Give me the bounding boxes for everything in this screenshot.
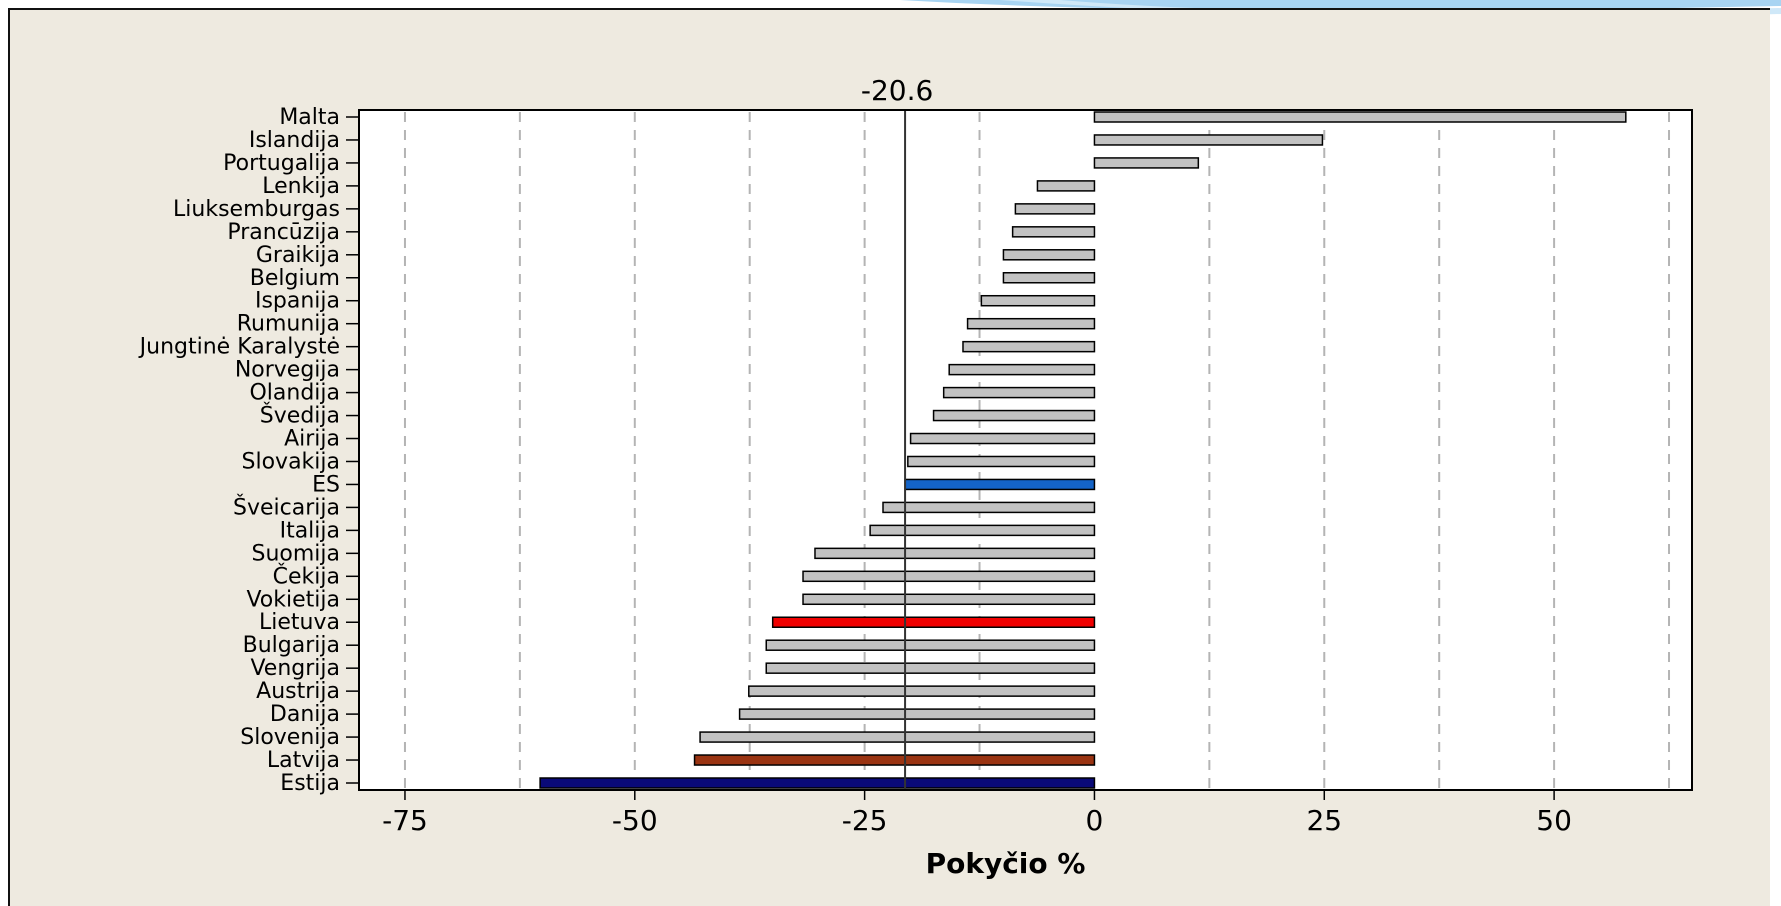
chart-panel: Malta Islandija Portugalija Lenkija Liuksemb… — [8, 8, 1770, 906]
x-tick-label: 50 — [1536, 804, 1572, 837]
category-label: Jungtinė Karalystė — [138, 335, 340, 360]
bar — [765, 662, 1096, 674]
bar — [814, 547, 1096, 560]
bar — [765, 639, 1096, 651]
bar — [1014, 203, 1096, 215]
x-tick-label: 0 — [1086, 804, 1104, 837]
category-label: Čekija — [273, 563, 340, 589]
category-label: Slovakija — [242, 449, 340, 474]
category-label: Portugalija — [223, 151, 340, 176]
x-axis-label: Pokyčio % — [926, 847, 1086, 880]
bar — [802, 593, 1096, 606]
plot-area — [359, 110, 1692, 790]
bar — [904, 478, 1096, 491]
category-label: Slovenija — [240, 725, 340, 750]
bar — [1093, 134, 1324, 146]
bar — [1002, 249, 1096, 261]
category-label: Ispanija — [255, 289, 340, 314]
reference-line-label: -20.6 — [861, 74, 933, 107]
bar — [932, 409, 1096, 422]
category-label: Šveicarija — [233, 494, 340, 520]
bar-chart: MaltaIslandijaPortugalijaLenkijaLiuksemb… — [138, 74, 1693, 880]
x-tick-label: 25 — [1306, 804, 1342, 837]
bar — [1036, 180, 1096, 192]
category-label: Malta — [279, 105, 340, 130]
bar — [948, 363, 1096, 376]
category-label: Švedija — [260, 403, 340, 429]
category-label: Rumunija — [237, 312, 340, 337]
bar — [539, 777, 1096, 789]
x-tick-label: -50 — [612, 804, 658, 837]
bar — [966, 317, 1096, 330]
category-label: Suomija — [251, 541, 340, 566]
category-label: Graikija — [256, 243, 340, 268]
category-label: ES — [312, 472, 340, 497]
bar — [942, 386, 1096, 399]
bar — [1011, 226, 1096, 238]
category-label: Vokietija — [246, 587, 340, 612]
bar — [738, 708, 1096, 720]
category-label: Islandija — [249, 128, 340, 153]
category-label: Danija — [270, 702, 340, 727]
x-tick-label: -25 — [842, 804, 888, 837]
bar — [699, 731, 1096, 743]
category-label: Belgium — [250, 266, 340, 291]
bar — [907, 455, 1096, 468]
category-label: Lenkija — [262, 174, 340, 199]
category-label: Bulgarija — [243, 633, 340, 658]
bar — [748, 685, 1096, 697]
category-label: Olandija — [249, 381, 340, 406]
x-tick-label: -75 — [382, 804, 428, 837]
bar — [1093, 111, 1627, 123]
category-label: Estija — [280, 771, 340, 796]
bar — [1093, 157, 1200, 169]
category-label: Lietuva — [259, 610, 340, 635]
bar — [1002, 272, 1096, 284]
bar — [771, 616, 1096, 628]
bar — [962, 340, 1096, 353]
category-label: Norvegija — [235, 358, 340, 383]
bar — [909, 432, 1096, 445]
bar — [693, 754, 1096, 766]
category-label: Liuksemburgas — [173, 197, 340, 222]
bar — [802, 570, 1096, 583]
category-label: Latvija — [267, 748, 340, 773]
category-label: Vengrija — [250, 656, 340, 681]
bar — [980, 294, 1096, 307]
bar — [882, 501, 1096, 514]
category-label: Airija — [284, 427, 340, 452]
bar — [869, 524, 1096, 537]
plot-frame — [358, 109, 1693, 791]
category-label: Italija — [280, 518, 340, 543]
category-label: Austrija — [256, 679, 340, 704]
category-label: Prancūzija — [227, 220, 340, 245]
